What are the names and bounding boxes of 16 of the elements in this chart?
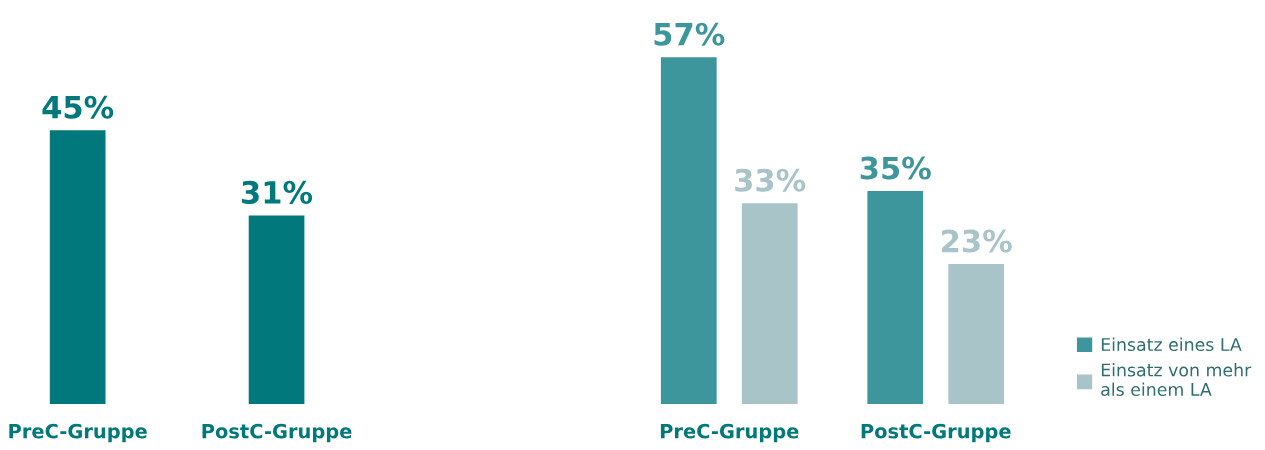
x-tick-label: PreC-Gruppe (9, 423, 147, 443)
data-label: 45% (42, 95, 114, 119)
bar (867, 191, 924, 404)
bar (741, 203, 798, 404)
legend-label: Einsatz eines LA (1101, 337, 1242, 352)
data-label: 35% (860, 156, 931, 180)
data-label: 23% (942, 229, 1012, 253)
data-label: 57% (654, 22, 725, 46)
x-tick-label: PreC-Gruppe (660, 423, 799, 443)
x-tick-label: PostC-Gruppe (861, 423, 1011, 443)
bar (660, 57, 717, 404)
x-tick-label: PostC-Gruppe (202, 423, 352, 443)
bar (948, 264, 1005, 404)
legend-label: Einsatz von mehr als einem LA (1101, 363, 1252, 396)
data-label: 31% (242, 180, 313, 204)
data-label: 33% (735, 168, 806, 192)
